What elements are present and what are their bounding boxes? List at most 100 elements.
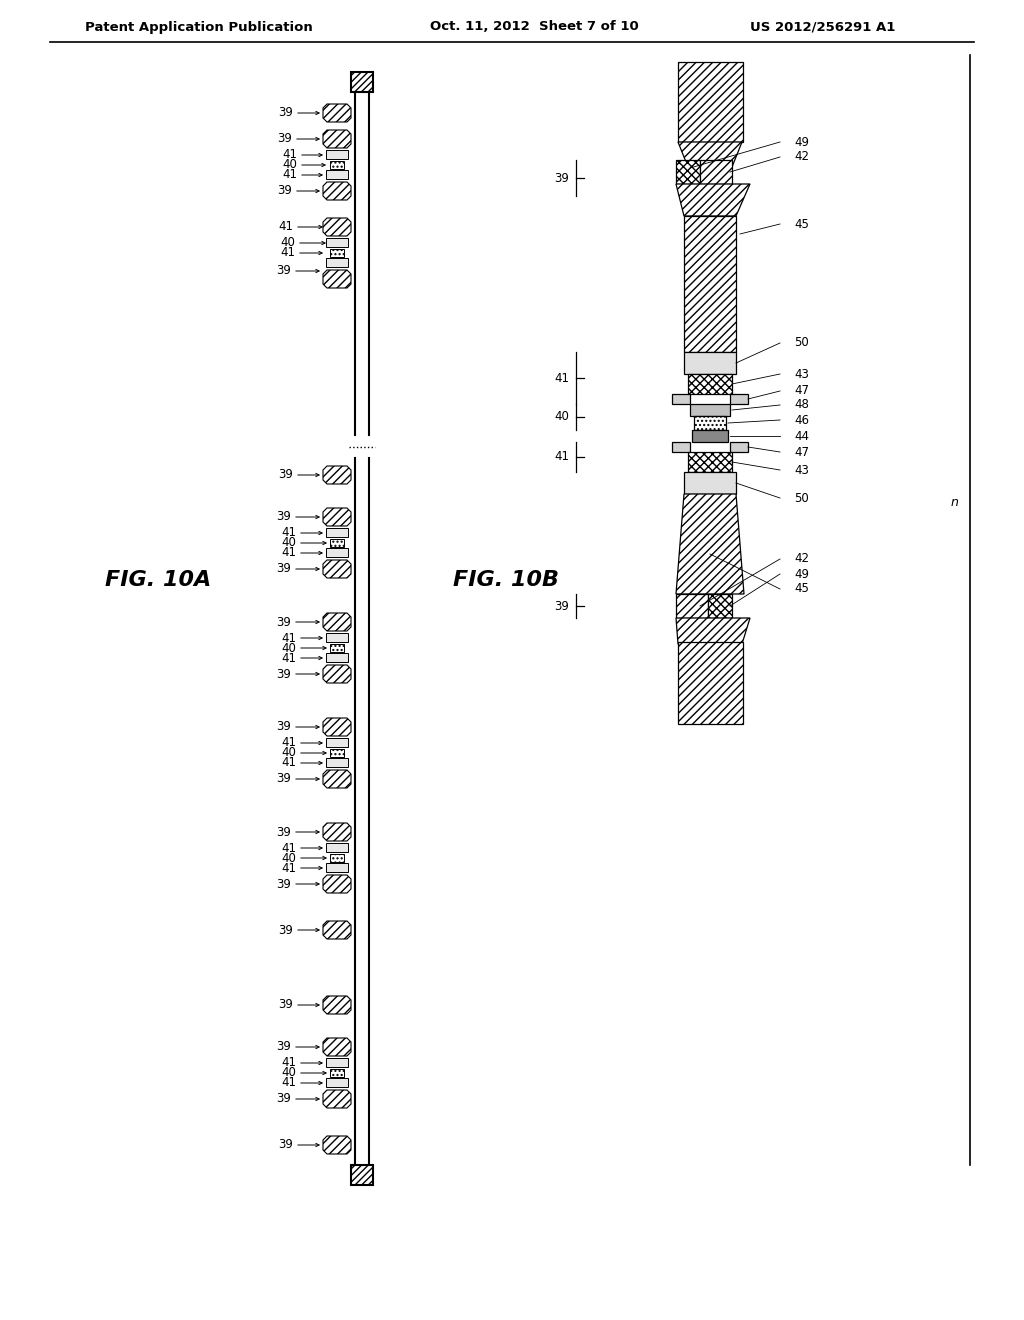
Bar [330,161,344,169]
Bar [326,1059,348,1067]
Text: 39: 39 [279,998,293,1011]
Text: 40: 40 [554,411,569,424]
Polygon shape [323,560,351,578]
Text: 39: 39 [276,562,291,576]
Bar [672,393,690,404]
Text: 39: 39 [276,1093,291,1106]
Text: 49: 49 [794,136,809,149]
Polygon shape [323,466,351,484]
Bar [330,249,344,257]
Bar [351,73,373,92]
Text: 40: 40 [282,1067,296,1080]
Text: 41: 41 [554,371,569,384]
Bar [688,374,732,393]
Polygon shape [678,143,742,168]
Bar [678,642,743,723]
Bar [326,758,348,767]
Polygon shape [323,1137,351,1154]
Text: 45: 45 [794,218,809,231]
Text: 50: 50 [794,337,809,350]
Bar [330,748,344,756]
Text: 44: 44 [794,429,809,442]
Text: Patent Application Publication: Patent Application Publication [85,21,312,33]
Polygon shape [323,218,351,236]
Bar [700,160,732,183]
Polygon shape [323,822,351,841]
Text: 41: 41 [281,842,296,854]
Text: 39: 39 [276,668,291,681]
Text: 42: 42 [794,150,809,164]
Polygon shape [323,875,351,894]
Text: 39: 39 [554,172,569,185]
Text: 40: 40 [282,642,296,655]
Text: 49: 49 [794,568,809,581]
Polygon shape [323,271,351,288]
Polygon shape [323,508,351,525]
Bar [678,62,743,143]
Polygon shape [323,182,351,201]
Text: 40: 40 [282,851,296,865]
Text: 39: 39 [276,615,291,628]
Text: 39: 39 [276,511,291,524]
Text: 41: 41 [281,737,296,750]
Text: 39: 39 [279,107,293,120]
Text: 48: 48 [794,399,809,412]
Text: 41: 41 [281,631,296,644]
Bar [688,451,732,473]
Bar [730,442,748,451]
Text: 39: 39 [276,825,291,838]
Bar [684,473,736,494]
Bar [326,528,348,537]
Polygon shape [676,618,750,644]
Text: FIG. 10B: FIG. 10B [453,570,559,590]
Text: 41: 41 [281,756,296,770]
Bar [326,150,348,158]
Text: Oct. 11, 2012  Sheet 7 of 10: Oct. 11, 2012 Sheet 7 of 10 [430,21,639,33]
Text: 43: 43 [794,463,809,477]
Text: 41: 41 [281,1056,296,1069]
Text: 39: 39 [276,721,291,734]
Text: 41: 41 [281,1077,296,1089]
Text: 47: 47 [794,384,809,397]
Text: 41: 41 [282,149,297,161]
Bar [326,170,348,180]
Text: 40: 40 [282,747,296,759]
Bar [326,653,348,663]
Bar [330,854,344,862]
Polygon shape [323,921,351,939]
Bar [326,863,348,873]
Text: 41: 41 [281,652,296,664]
Bar [326,843,348,851]
Text: 39: 39 [279,1138,293,1151]
Text: FIG. 10A: FIG. 10A [105,570,211,590]
Bar [684,216,736,352]
Polygon shape [323,104,351,121]
Bar [708,594,732,618]
Bar [326,257,348,267]
Bar [692,430,728,442]
Bar [676,160,700,183]
Text: 39: 39 [554,599,569,612]
Text: 46: 46 [794,413,809,426]
Bar [684,352,736,374]
Text: 45: 45 [794,582,809,595]
Bar [351,1166,373,1185]
Text: 41: 41 [282,169,297,181]
Text: 43: 43 [794,367,809,380]
Bar [326,548,348,557]
Bar [330,1069,344,1077]
Bar [330,644,344,652]
Bar [672,442,690,451]
Text: 47: 47 [794,446,809,458]
Text: 40: 40 [282,536,296,549]
Bar [326,634,348,642]
Bar [326,738,348,747]
Text: 39: 39 [279,469,293,482]
Text: 41: 41 [281,862,296,874]
Bar [330,539,344,546]
Polygon shape [323,665,351,682]
Polygon shape [323,770,351,788]
Bar [690,404,730,416]
Text: 40: 40 [281,236,295,249]
Polygon shape [676,494,744,594]
